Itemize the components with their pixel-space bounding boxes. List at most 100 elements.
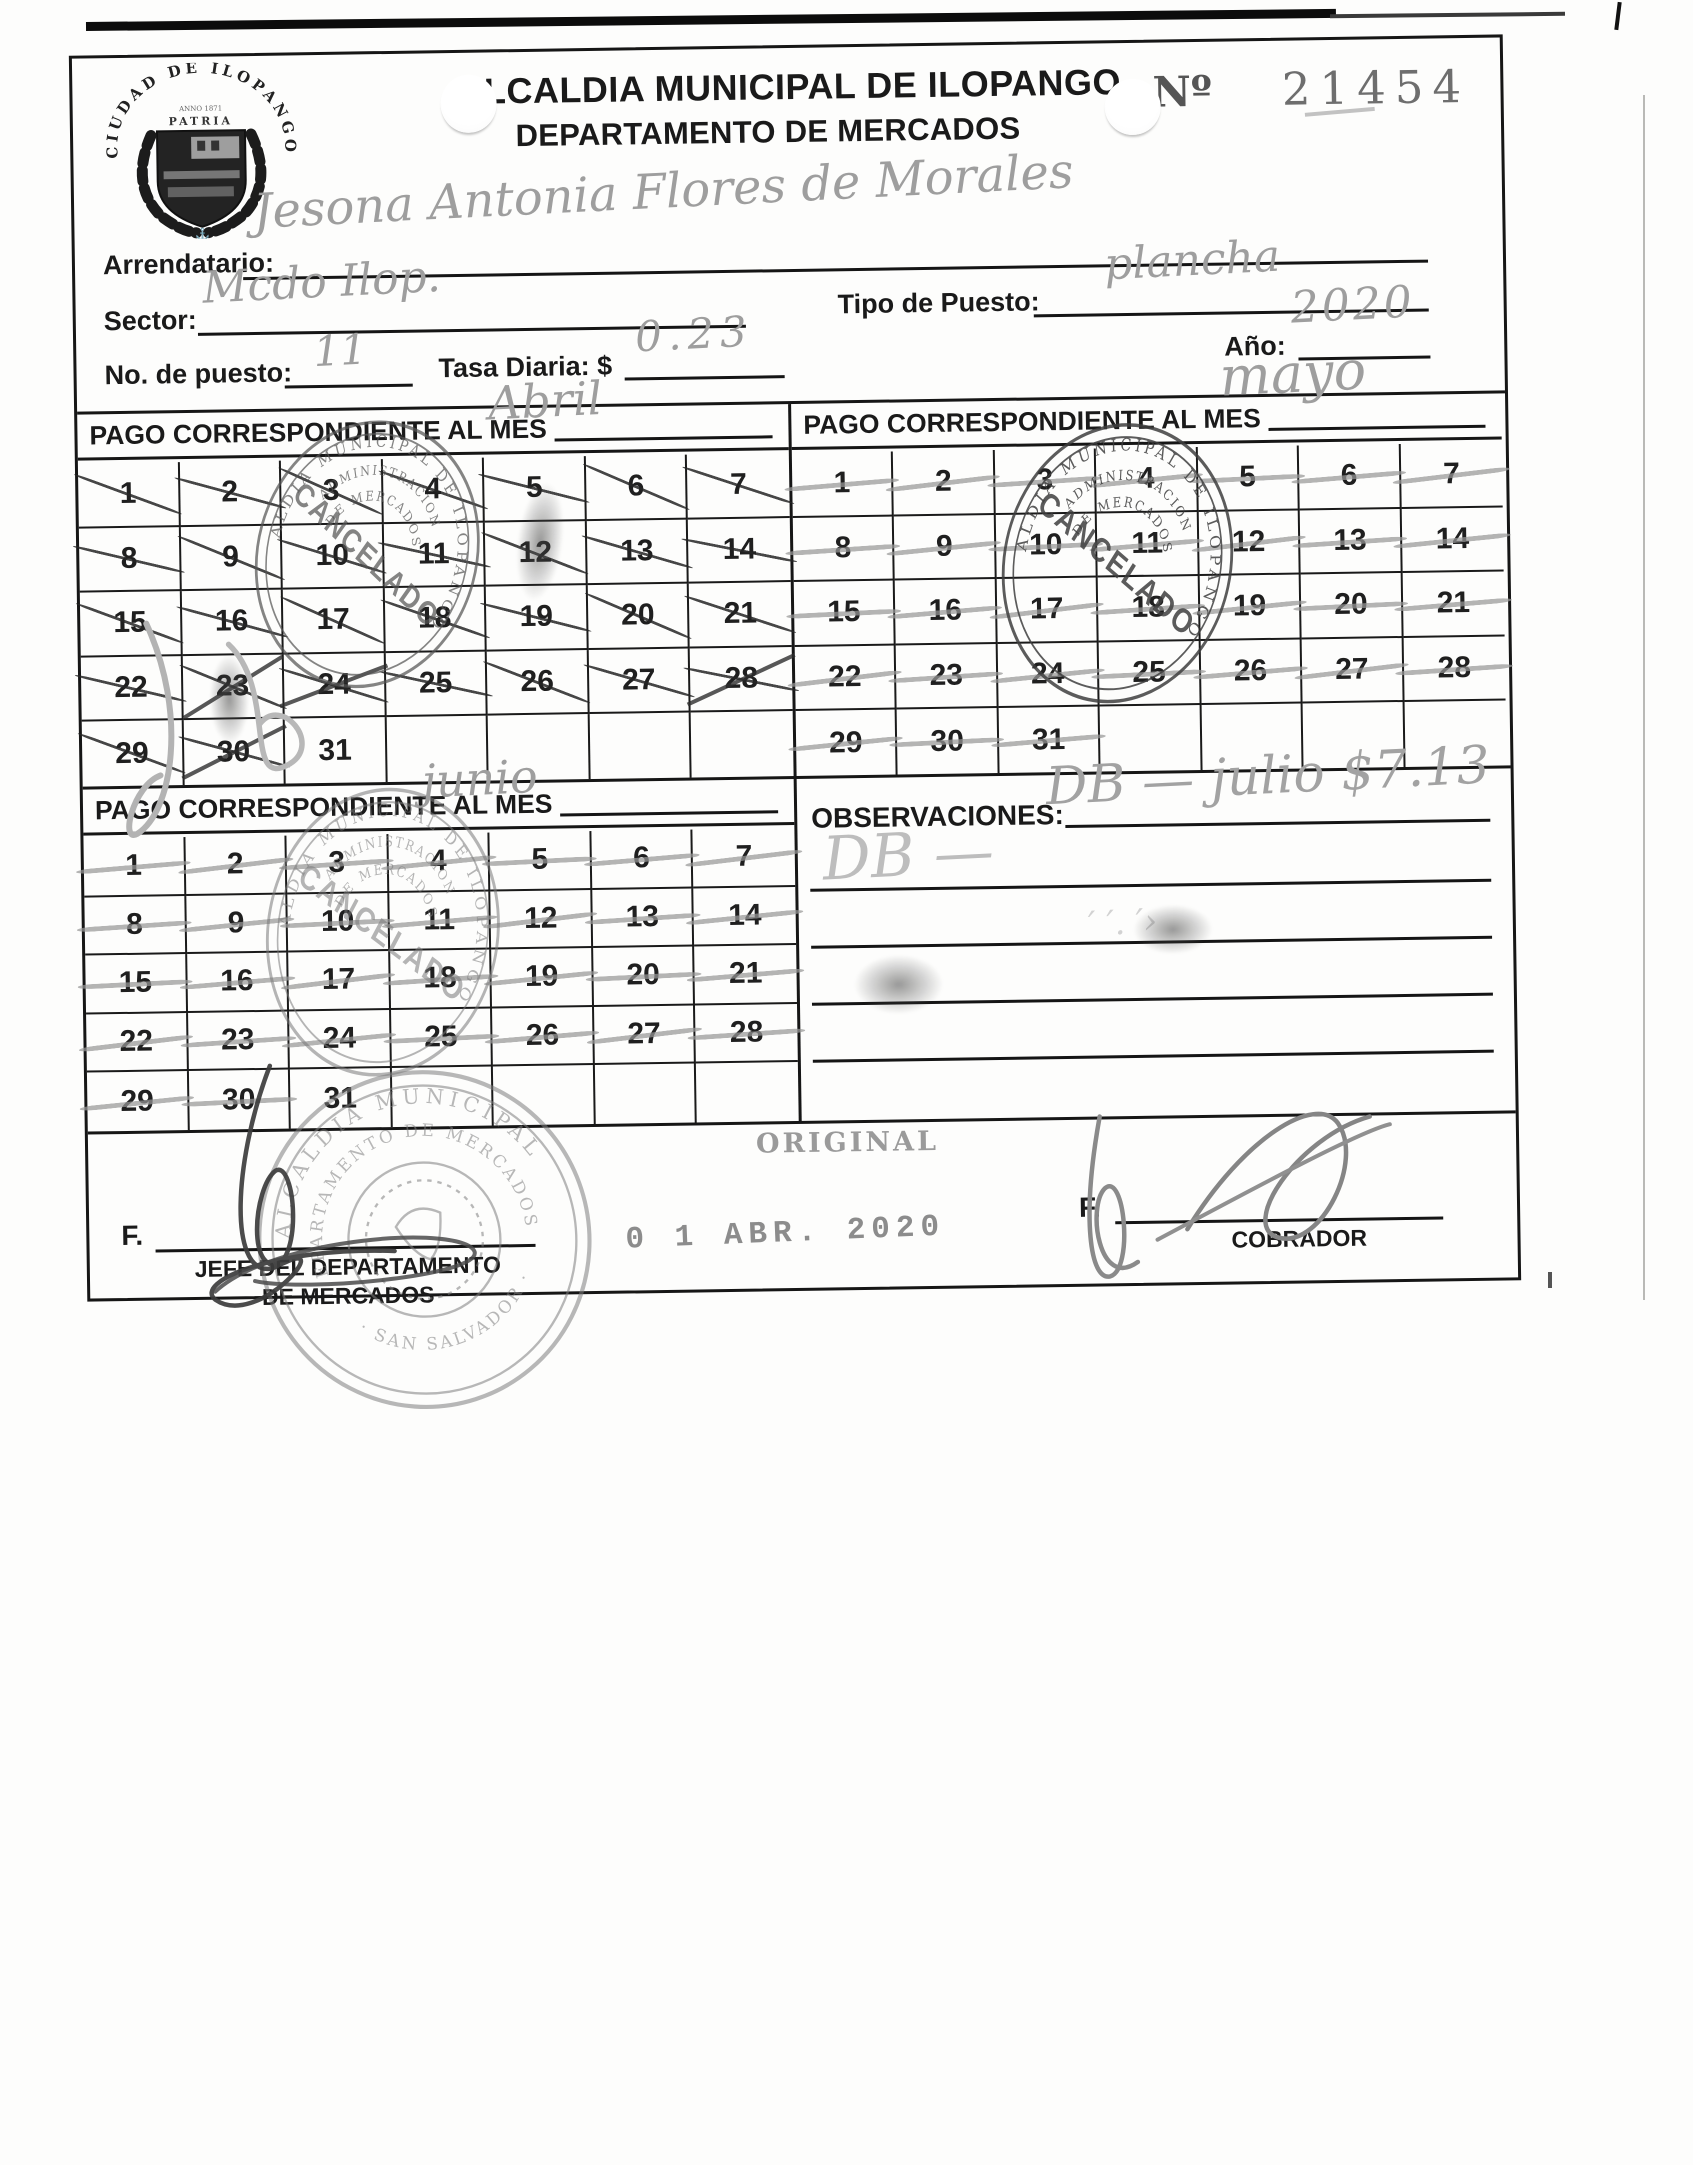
day-number: 23 bbox=[929, 658, 964, 693]
day-cell-19: 19 bbox=[1191, 574, 1308, 641]
month-handwritten: junio bbox=[420, 748, 539, 809]
day-number: 18 bbox=[1131, 590, 1166, 625]
day-number: 19 bbox=[519, 600, 554, 634]
day-cell-6: 6 bbox=[583, 829, 700, 890]
day-number: 27 bbox=[1334, 652, 1369, 687]
scan-artifact-right-edge bbox=[1643, 95, 1645, 1300]
day-cell-28: 28 bbox=[687, 1003, 806, 1064]
day-number: 2 bbox=[934, 464, 952, 499]
day-number: 8 bbox=[125, 907, 144, 941]
day-cell-15: 15 bbox=[77, 954, 194, 1015]
day-cell-25: 25 bbox=[1091, 640, 1207, 707]
day-cell-15: 15 bbox=[786, 580, 902, 647]
day-number: 9 bbox=[227, 906, 245, 940]
day-cell-16: 16 bbox=[179, 952, 295, 1013]
day-cell-20: 20 bbox=[585, 946, 702, 1007]
day-cell-2: 2 bbox=[173, 460, 286, 527]
day-number: 3 bbox=[1036, 463, 1054, 497]
day-cell-11: 11 bbox=[381, 891, 497, 952]
day-number: 27 bbox=[627, 1017, 661, 1051]
seal-motto: PATRIA bbox=[169, 114, 234, 128]
pago-mes-label: PAGO CORRESPONDIENTE AL MES bbox=[89, 413, 548, 451]
observaciones-entry: DB — bbox=[820, 816, 996, 895]
day-number: 9 bbox=[935, 529, 953, 563]
day-cell-18: 18 bbox=[1090, 576, 1206, 643]
scan-artifact-corner-mark bbox=[1614, 1, 1622, 31]
pencil-scribble-april bbox=[126, 620, 305, 838]
sector-value: Mcdo Ilop. bbox=[201, 250, 442, 314]
day-cell-9: 9 bbox=[178, 894, 294, 955]
ink-smudge bbox=[853, 953, 945, 1016]
month-line bbox=[1268, 424, 1486, 431]
scan-artifact-topbar-thin bbox=[1329, 11, 1566, 19]
day-number: 19 bbox=[524, 960, 559, 994]
sector-label: Sector: bbox=[103, 304, 198, 337]
tipo-puesto-value: plancha bbox=[1102, 230, 1282, 291]
day-number: 18 bbox=[423, 961, 457, 996]
day-cell-3: 3 bbox=[277, 459, 385, 526]
day-cell-16: 16 bbox=[887, 579, 1003, 646]
page-title: ALCALDIA MUNICIPAL DE ILOPANGO bbox=[457, 61, 1122, 112]
day-number: 10 bbox=[320, 904, 355, 938]
day-cell-21: 21 bbox=[1394, 571, 1513, 638]
day-cell-26: 26 bbox=[1192, 639, 1309, 706]
day-number: 6 bbox=[1340, 458, 1358, 493]
day-cell-13: 13 bbox=[584, 888, 701, 949]
day-number: 7 bbox=[735, 839, 753, 874]
day-number: 14 bbox=[722, 532, 757, 566]
day-cell-4: 4 bbox=[377, 457, 488, 524]
day-number: 28 bbox=[729, 1015, 764, 1050]
observaciones-line bbox=[812, 1049, 1494, 1063]
day-cell-8: 8 bbox=[72, 526, 186, 593]
seal-wreath-right bbox=[202, 128, 267, 239]
day-cell-21: 21 bbox=[686, 945, 805, 1006]
day-cell-22: 22 bbox=[787, 645, 903, 712]
calendar-header: PAGO CORRESPONDIENTE AL MES bbox=[77, 404, 789, 461]
month-handwritten: mayo bbox=[1218, 338, 1368, 409]
day-number: 13 bbox=[619, 533, 654, 568]
day-number: 24 bbox=[1030, 657, 1065, 691]
no-puesto-label: No. de puesto: bbox=[104, 357, 293, 391]
day-number: 14 bbox=[1435, 521, 1470, 556]
day-cell-23: 23 bbox=[888, 643, 1004, 710]
day-cell-17: 17 bbox=[989, 577, 1105, 644]
day-number: 20 bbox=[626, 958, 661, 993]
arrendatario-value: Jesona Antonia Flores de Morales bbox=[251, 143, 1075, 240]
day-cell-30: 30 bbox=[889, 708, 1005, 775]
day-number: 7 bbox=[729, 467, 748, 502]
day-number: 7 bbox=[1442, 457, 1461, 491]
month-line bbox=[555, 435, 773, 442]
day-number: 16 bbox=[928, 594, 963, 628]
day-cell-20: 20 bbox=[584, 583, 692, 650]
left-signature-f-label: F. bbox=[121, 1219, 144, 1252]
day-number: 2 bbox=[221, 475, 239, 509]
day-number: 18 bbox=[417, 601, 452, 636]
month-line bbox=[560, 810, 779, 817]
day-cell-7: 7 bbox=[685, 828, 803, 889]
day-cell-6: 6 bbox=[1291, 443, 1407, 511]
day-cell-13: 13 bbox=[1292, 508, 1408, 575]
day-number: 17 bbox=[1029, 592, 1064, 626]
day-number: 6 bbox=[627, 469, 645, 503]
day-number: 8 bbox=[834, 531, 852, 565]
day-cell-13: 13 bbox=[581, 519, 693, 586]
day-number: 11 bbox=[417, 537, 450, 571]
ink-smudge bbox=[208, 654, 251, 745]
day-number: 25 bbox=[1132, 655, 1167, 690]
day-number: 20 bbox=[1334, 587, 1368, 622]
day-cell-27: 27 bbox=[1294, 637, 1410, 704]
receipt-number-label: Nº bbox=[1152, 66, 1213, 117]
scan-artifact-blob bbox=[1104, 78, 1162, 136]
municipal-seal: CIUDAD DE ILOPANGO PATRIA ANNO 1871 ⚓ bbox=[92, 57, 311, 242]
receipt-number: 21454 bbox=[1281, 59, 1471, 116]
day-cell-18: 18 bbox=[382, 949, 498, 1010]
day-cell-29: 29 bbox=[788, 709, 904, 776]
day-number: 4 bbox=[1137, 461, 1155, 496]
anio-value: 2020 bbox=[1289, 276, 1416, 334]
date-stamp: 0 1 ABR. 2020 bbox=[624, 1209, 946, 1258]
day-cell-12: 12 bbox=[1191, 510, 1307, 577]
day-number: 1 bbox=[833, 466, 851, 500]
day-cell-14: 14 bbox=[681, 517, 798, 584]
day-number: 27 bbox=[621, 663, 656, 697]
